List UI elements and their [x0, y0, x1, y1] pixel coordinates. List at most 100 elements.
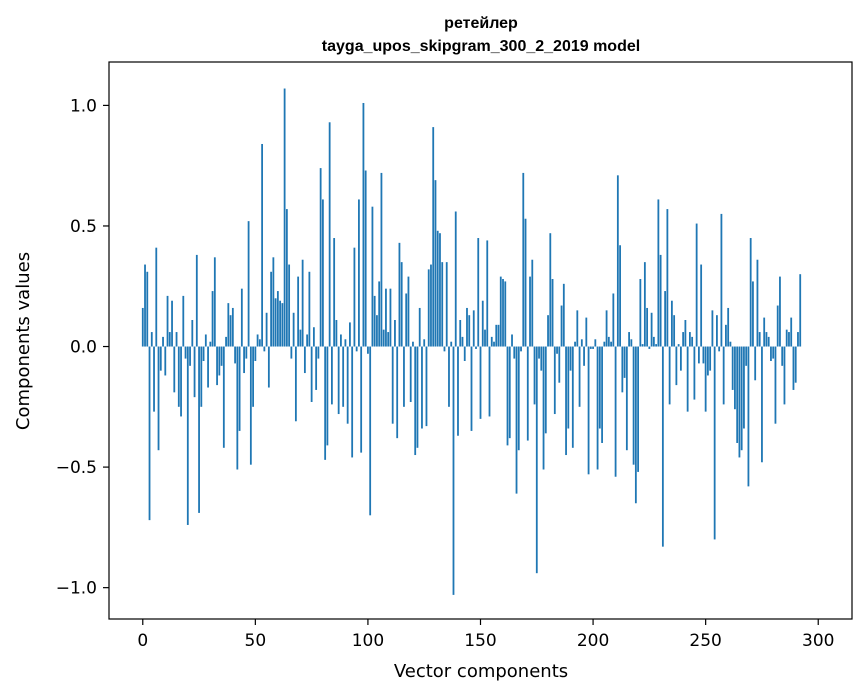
bar [200, 346, 203, 407]
bar [740, 346, 743, 451]
bar [605, 310, 608, 347]
bar [594, 339, 597, 347]
bar [612, 293, 615, 347]
bar [720, 213, 723, 347]
bar [367, 346, 369, 354]
bar [261, 143, 264, 347]
bar [450, 341, 453, 347]
bar [328, 122, 331, 347]
bar [436, 230, 439, 347]
bar [294, 346, 297, 422]
bar [788, 332, 790, 347]
bar [486, 240, 489, 347]
bar [312, 327, 315, 347]
bar [452, 346, 455, 595]
bar [765, 332, 768, 347]
bar [707, 346, 709, 376]
bar [283, 88, 286, 347]
bar [159, 346, 162, 371]
bar [164, 346, 167, 376]
bar [652, 336, 655, 347]
bar [265, 312, 268, 347]
bar [533, 346, 536, 405]
bar [655, 344, 658, 347]
bar [376, 315, 378, 347]
bar [301, 259, 304, 347]
bar [186, 346, 189, 525]
bar [596, 346, 599, 470]
bar [285, 209, 288, 347]
bar [148, 346, 151, 521]
bar [466, 307, 468, 347]
bar [630, 339, 633, 347]
bar [470, 346, 473, 431]
bar [738, 346, 741, 458]
x-tick-label: 150 [464, 631, 496, 651]
bar [567, 346, 570, 429]
bar [166, 295, 169, 347]
bar [434, 180, 437, 347]
bar [274, 298, 277, 347]
bar [659, 254, 662, 347]
bar [479, 346, 482, 419]
bar [173, 346, 176, 393]
bar [412, 341, 414, 347]
bar [243, 346, 245, 374]
y-axis-label: Components values [13, 252, 34, 430]
bar [628, 332, 631, 347]
bar [722, 346, 725, 405]
bar [691, 336, 694, 347]
bar [364, 170, 367, 347]
bar [425, 346, 428, 427]
bar [358, 199, 360, 347]
bar [490, 336, 493, 347]
bar [675, 346, 678, 386]
bar [238, 346, 241, 431]
bar [508, 346, 511, 439]
bar [493, 341, 495, 347]
bar [783, 346, 786, 405]
bar [216, 346, 218, 386]
bar [396, 346, 399, 439]
x-tick-label: 0 [137, 631, 148, 651]
bar [202, 346, 205, 361]
bar [204, 334, 207, 347]
bar [666, 209, 669, 347]
bar [634, 346, 637, 504]
bar [245, 346, 248, 359]
bar [529, 276, 531, 347]
bar [344, 339, 347, 347]
bar [373, 295, 376, 347]
bar [553, 346, 556, 415]
bar [785, 329, 788, 347]
bar [472, 310, 475, 347]
bar [589, 346, 592, 349]
bar [580, 339, 583, 347]
bar [209, 341, 212, 347]
bar [351, 346, 354, 458]
bar [774, 346, 777, 424]
bar [249, 346, 252, 465]
bar [562, 283, 565, 347]
bar [526, 346, 529, 441]
bar [761, 346, 763, 463]
bar [569, 346, 572, 371]
bar [598, 346, 601, 429]
bar [718, 346, 721, 352]
bar [427, 269, 430, 347]
bar [319, 168, 322, 347]
bar [292, 312, 295, 347]
bar [272, 257, 275, 347]
bar [177, 346, 180, 407]
bar [558, 346, 561, 383]
bar [790, 317, 793, 347]
bar [542, 346, 545, 470]
bar [499, 276, 502, 347]
bar [389, 288, 392, 347]
bar [799, 274, 802, 347]
bar [504, 281, 507, 347]
bar [664, 291, 667, 347]
bar [146, 271, 149, 347]
